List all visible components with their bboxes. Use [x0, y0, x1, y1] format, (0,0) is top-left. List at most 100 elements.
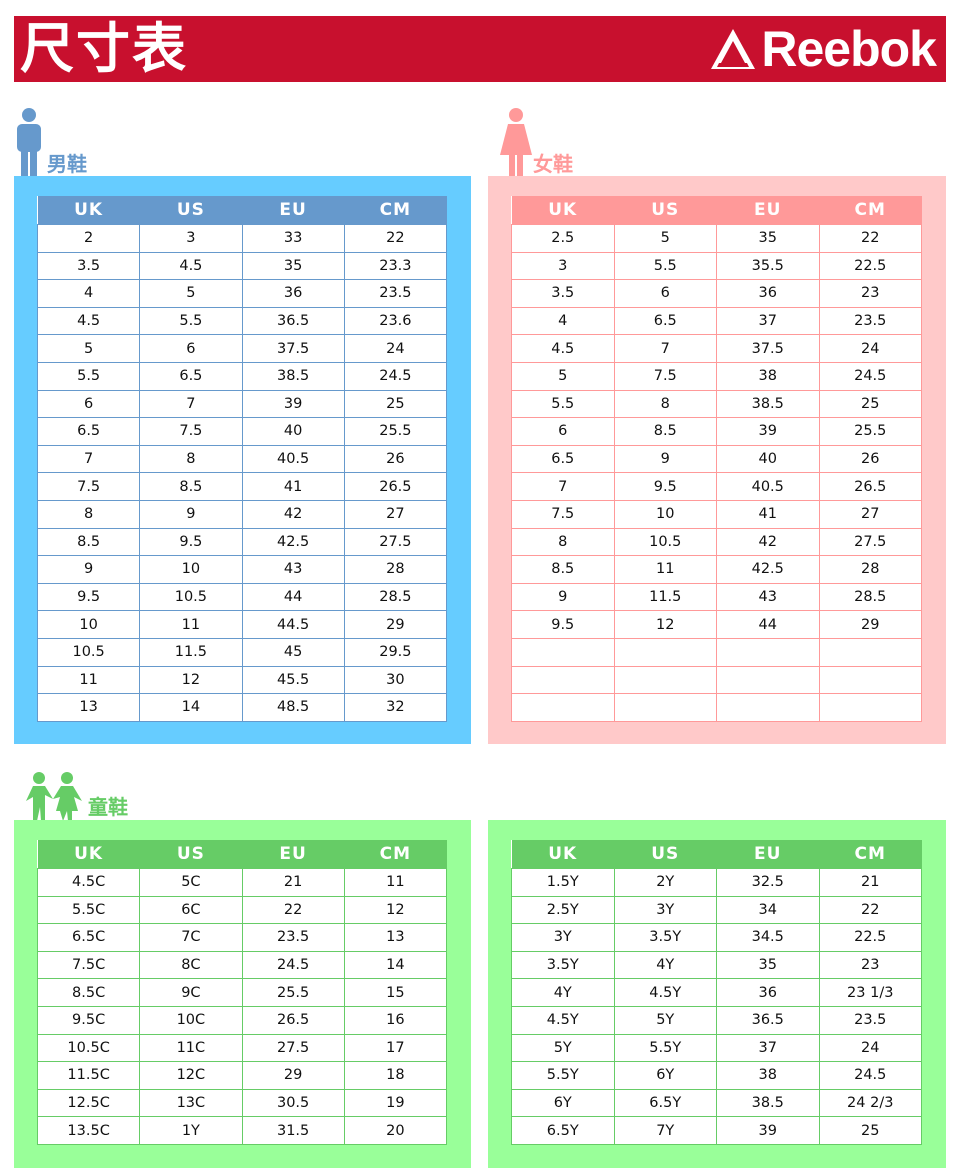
- table-row: 8 10.5 42 27.5: [511, 527, 922, 557]
- table-row: [511, 665, 922, 695]
- size-cell-uk: 3.5: [36, 251, 141, 281]
- table-row: 7.5 8.5 41 26.5: [36, 472, 448, 501]
- size-cell-uk: 10: [36, 610, 141, 639]
- size-cell-eu: 24.5: [241, 950, 345, 980]
- size-cell-uk: 12.5C: [36, 1088, 141, 1118]
- size-cell-uk: 8.5C: [36, 978, 141, 1007]
- column-header-cm: CM: [344, 196, 447, 225]
- header-row: UK US EU CM: [511, 840, 922, 869]
- table-row: [511, 693, 922, 722]
- table-row: 10.5 11.5 45 29.5: [36, 637, 448, 667]
- column-header-cm: CM: [819, 196, 922, 225]
- size-cell-cm: 24.5: [343, 361, 448, 391]
- size-cell-us: 5: [613, 224, 717, 253]
- table-row: 10 11 44.5 29: [36, 610, 448, 639]
- size-cell-eu: 41: [716, 499, 820, 529]
- size-cell-uk: 4: [36, 279, 141, 308]
- size-cell-uk: 8.5: [36, 527, 141, 557]
- table-row: 13.5C 1Y 31.5 20: [36, 1116, 448, 1145]
- size-cell-us: 5.5: [613, 251, 717, 281]
- table-row: 6.5C 7C 23.5 13: [36, 923, 448, 952]
- table-row: 6 7 39 25: [36, 389, 448, 419]
- size-cell-eu: 40: [716, 444, 820, 474]
- table-row: 2 3 33 22: [36, 224, 448, 253]
- table-row: 3.5Y 4Y 35 23: [511, 950, 922, 980]
- size-cell-uk: 3.5: [511, 279, 615, 308]
- size-cell-uk: 2.5: [511, 224, 615, 253]
- size-cell-cm: 17: [343, 1033, 448, 1063]
- size-cell-uk: 6Y: [511, 1088, 615, 1118]
- column-header-eu: EU: [716, 196, 819, 225]
- column-header-eu: EU: [242, 196, 345, 225]
- table-row: 9 10 43 28: [36, 555, 448, 584]
- kids-icon: [26, 772, 82, 821]
- size-cell-cm: 26: [343, 444, 448, 474]
- size-cell-eu: 38.5: [716, 1088, 820, 1118]
- table-row: 8.5 11 42.5 28: [511, 555, 922, 584]
- size-cell-uk: 3: [511, 251, 615, 281]
- size-cell-uk: 3Y: [511, 923, 615, 952]
- size-cell-eu: 39: [241, 389, 345, 419]
- size-cell-us: 12C: [139, 1061, 243, 1090]
- size-cell-eu: 37.5: [716, 334, 820, 363]
- table-row: 6.5Y 7Y 39 25: [511, 1116, 922, 1145]
- size-cell-eu: 38.5: [241, 361, 345, 391]
- size-cell-eu: 39: [716, 1116, 820, 1145]
- size-cell-us: 10.5: [613, 527, 717, 557]
- size-cell-uk: 10.5: [36, 637, 141, 667]
- size-cell-uk: 4.5: [36, 306, 141, 336]
- size-cell-eu: 39: [716, 417, 820, 446]
- size-cell-us: 1Y: [139, 1116, 243, 1145]
- size-cell-eu: 45.5: [241, 665, 345, 695]
- kids-youth-size-table: UK US EU CM 1.5Y 2Y 32.5 21 2.5Y 3Y 34 22 3Y 3.5Y 34.5…: [511, 840, 922, 1145]
- size-cell-us: 6.5: [613, 306, 717, 336]
- column-header-us: US: [614, 840, 717, 869]
- size-cell-eu: 25.5: [241, 978, 345, 1007]
- size-cell-eu: 36.5: [716, 1005, 820, 1035]
- table-row: 1.5Y 2Y 32.5 21: [511, 868, 922, 897]
- size-cell-us: 10: [139, 555, 243, 584]
- table-row: 3 5.5 35.5 22.5: [511, 251, 922, 281]
- size-cell-uk: 4: [511, 306, 615, 336]
- size-cell-eu: [716, 637, 820, 667]
- size-cell-uk: 5.5: [36, 361, 141, 391]
- size-cell-us: 7C: [139, 923, 243, 952]
- size-cell-uk: [511, 693, 615, 722]
- table-row: 6Y 6.5Y 38.5 24 2/3: [511, 1088, 922, 1118]
- size-cell-uk: [511, 665, 615, 695]
- table-row: 3.5 6 36 23: [511, 279, 922, 308]
- table-row: 4.5 7 37.5 24: [511, 334, 922, 363]
- table-row: 10.5C 11C 27.5 17: [36, 1033, 448, 1063]
- size-cell-eu: 45: [241, 637, 345, 667]
- table-row: [511, 637, 922, 667]
- table-row: 6.5 9 40 26: [511, 444, 922, 474]
- table-row: 8 9 42 27: [36, 499, 448, 529]
- brand-name: Reebok: [761, 21, 937, 77]
- size-cell-eu: 35: [716, 224, 820, 253]
- size-cell-cm: 16: [343, 1005, 448, 1035]
- size-cell-cm: 20: [343, 1116, 448, 1145]
- table-row: 13 14 48.5 32: [36, 693, 448, 722]
- woman-icon: [500, 108, 532, 177]
- table-row: 4 5 36 23.5: [36, 279, 448, 308]
- size-cell-us: 10.5: [139, 582, 243, 612]
- men-label: 男鞋: [47, 152, 87, 176]
- size-cell-eu: 36: [716, 978, 820, 1007]
- size-cell-uk: 8.5: [511, 555, 615, 584]
- size-cell-eu: 22: [241, 895, 345, 925]
- size-cell-eu: 35: [241, 251, 345, 281]
- reebok-delta-icon: [711, 29, 756, 69]
- size-cell-uk: 7: [511, 472, 615, 501]
- table-row: 9 11.5 43 28.5: [511, 582, 922, 612]
- size-cell-uk: 13: [36, 693, 141, 722]
- size-cell-eu: 40.5: [241, 444, 345, 474]
- size-cell-uk: 9.5: [36, 582, 141, 612]
- size-cell-us: 9.5: [139, 527, 243, 557]
- size-cell-cm: 27.5: [818, 527, 922, 557]
- size-cell-eu: 48.5: [241, 693, 345, 722]
- size-cell-eu: 31.5: [241, 1116, 345, 1145]
- size-cell-uk: 6.5C: [36, 923, 141, 952]
- table-row: 7.5 10 41 27: [511, 499, 922, 529]
- column-header-us: US: [614, 196, 717, 225]
- size-cell-cm: 24.5: [818, 361, 922, 391]
